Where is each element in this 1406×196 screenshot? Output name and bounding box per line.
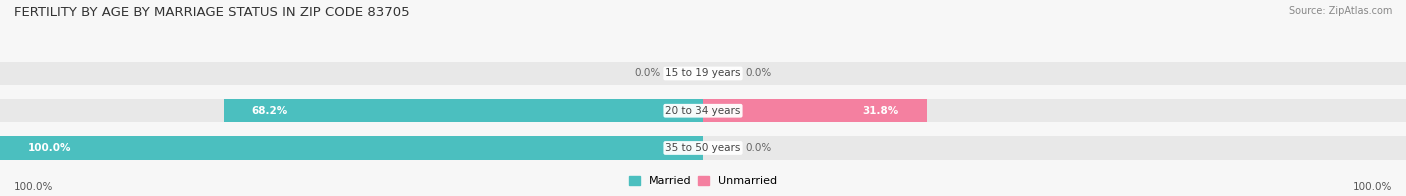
Bar	[0, 136, 703, 160]
Bar	[0, 136, 703, 160]
Text: 35 to 50 years: 35 to 50 years	[665, 143, 741, 153]
Text: 31.8%: 31.8%	[862, 106, 898, 116]
Text: 100.0%: 100.0%	[14, 182, 53, 192]
Text: 68.2%: 68.2%	[252, 106, 288, 116]
Bar	[224, 99, 703, 122]
Text: 0.0%: 0.0%	[745, 68, 772, 79]
Bar	[0, 99, 703, 122]
Text: 20 to 34 years: 20 to 34 years	[665, 106, 741, 116]
Text: 100.0%: 100.0%	[28, 143, 72, 153]
Bar	[703, 62, 1406, 85]
Legend: Married, Unmarried: Married, Unmarried	[624, 171, 782, 191]
Text: FERTILITY BY AGE BY MARRIAGE STATUS IN ZIP CODE 83705: FERTILITY BY AGE BY MARRIAGE STATUS IN Z…	[14, 6, 409, 19]
Text: 0.0%: 0.0%	[745, 143, 772, 153]
Text: 15 to 19 years: 15 to 19 years	[665, 68, 741, 79]
Bar	[0, 62, 703, 85]
Text: 0.0%: 0.0%	[634, 68, 661, 79]
Bar	[703, 99, 1406, 122]
Text: Source: ZipAtlas.com: Source: ZipAtlas.com	[1288, 6, 1392, 16]
Bar	[703, 99, 927, 122]
Bar	[703, 136, 1406, 160]
Text: 100.0%: 100.0%	[1353, 182, 1392, 192]
